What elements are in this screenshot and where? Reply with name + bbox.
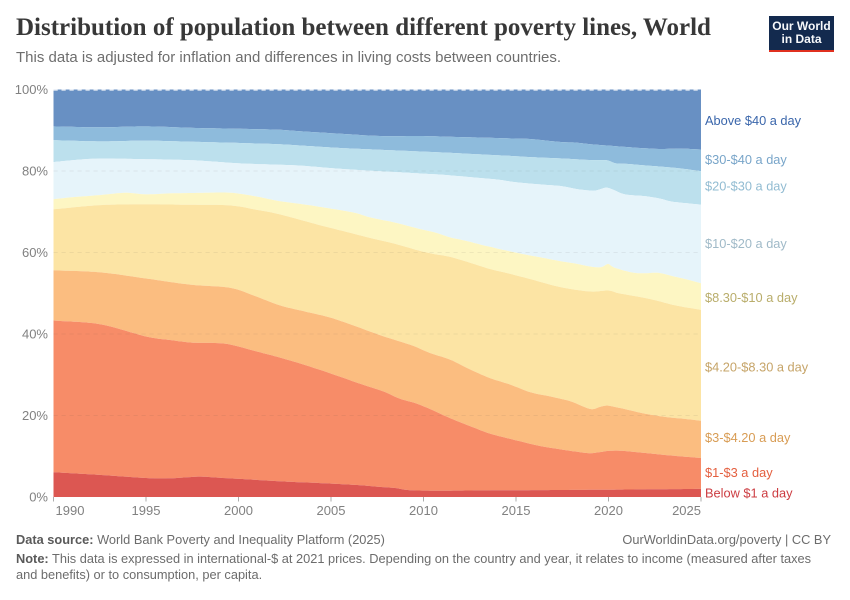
svg-text:$8.30-$10 a day: $8.30-$10 a day [705, 290, 798, 305]
svg-text:2010: 2010 [409, 503, 438, 518]
svg-text:1995: 1995 [132, 503, 161, 518]
svg-text:100%: 100% [15, 82, 49, 97]
svg-text:2025: 2025 [672, 503, 701, 518]
svg-text:$30-$40 a day: $30-$40 a day [705, 152, 787, 167]
svg-text:0%: 0% [29, 490, 48, 505]
svg-text:1990: 1990 [56, 503, 85, 518]
svg-text:60%: 60% [22, 245, 48, 260]
svg-text:$3-$4.20 a day: $3-$4.20 a day [705, 430, 791, 445]
svg-text:80%: 80% [22, 164, 48, 179]
svg-text:$1-$3 a day: $1-$3 a day [705, 465, 773, 480]
svg-text:$4.20-$8.30 a day: $4.20-$8.30 a day [705, 360, 809, 375]
svg-text:Above $40 a day: Above $40 a day [705, 113, 802, 128]
svg-text:2020: 2020 [594, 503, 623, 518]
svg-text:40%: 40% [22, 327, 48, 342]
svg-text:20%: 20% [22, 408, 48, 423]
svg-text:Below $1 a day: Below $1 a day [705, 486, 793, 501]
svg-text:$10-$20 a day: $10-$20 a day [705, 236, 787, 251]
svg-text:$20-$30 a day: $20-$30 a day [705, 178, 787, 193]
svg-text:2005: 2005 [317, 503, 346, 518]
svg-text:2000: 2000 [224, 503, 253, 518]
svg-text:2015: 2015 [502, 503, 531, 518]
